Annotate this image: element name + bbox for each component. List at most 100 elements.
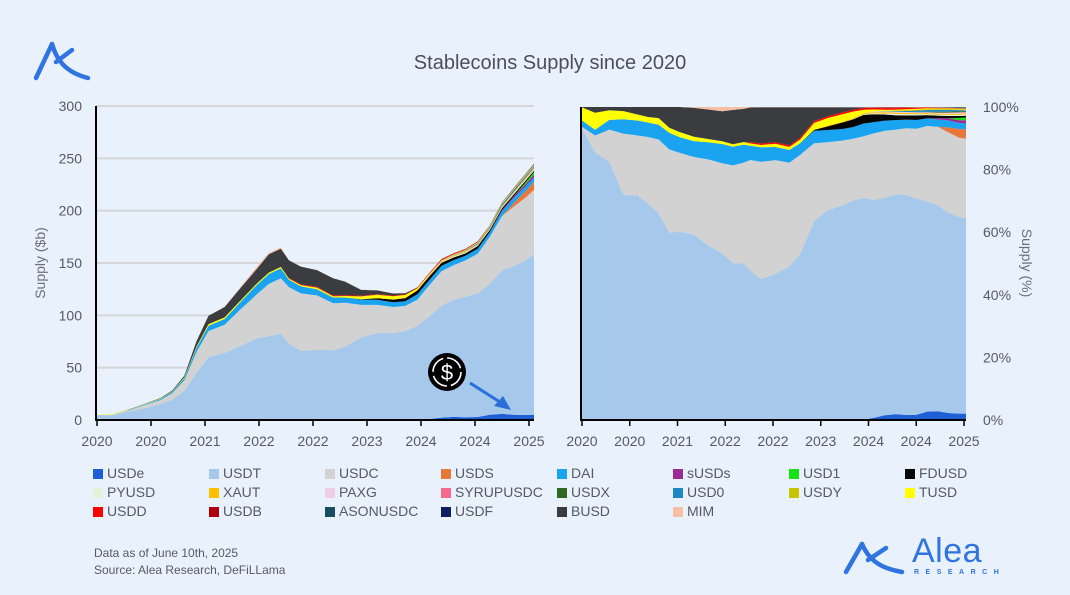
x-tick-label: 2022: [710, 433, 741, 449]
legend-label: FDUSD: [919, 465, 968, 481]
legend-item-mim: MIM: [673, 502, 714, 520]
legend-label: USD0: [687, 484, 725, 500]
legend-swatch: [905, 469, 915, 479]
x-tick-label: 2020: [566, 433, 597, 449]
legend-label: USDX: [571, 484, 610, 500]
left-chart-supply-usd: 0 50 100 150 200 250 300 2020 2020 2021 2022 2022 20…: [32, 98, 545, 449]
y-tick-label: 100: [59, 307, 83, 323]
legend-label: USDF: [455, 503, 494, 519]
legend-swatch: [789, 488, 799, 498]
brand-subtitle: RESEARCH: [914, 569, 1006, 576]
y-tick-label: 300: [59, 98, 83, 114]
y-tick-label: 150: [59, 255, 83, 271]
legend-swatch: [93, 488, 103, 498]
legend-swatch: [673, 469, 683, 479]
y-tick-label: 80%: [983, 162, 1011, 178]
legend-item-usd1: USD1: [789, 464, 840, 482]
legend-label: USDS: [455, 465, 494, 481]
area-fdusd: [581, 114, 966, 150]
area-usdt: [96, 254, 534, 420]
legend-label: PAXG: [339, 484, 377, 500]
legend-swatch: [325, 488, 335, 498]
alea-logo-icon: [33, 41, 91, 81]
legend-item-susds: sUSDs: [673, 464, 731, 482]
x-tick-label: 2020: [81, 433, 112, 449]
right-chart-supply-percent: 0% 20% 40% 60% 80% 100% 2020 2020 2021 2022 2022 20…: [566, 99, 1035, 449]
legend-item-syrupusdc: SYRUPUSDC: [441, 483, 543, 501]
legend-label: SYRUPUSDC: [455, 484, 543, 500]
y-tick-label: 0: [74, 412, 82, 428]
data-date-note: Data as of June 10th, 2025: [94, 546, 239, 560]
legend-swatch: [93, 507, 103, 517]
x-tick-label: 2021: [662, 433, 693, 449]
legend-label: USDT: [223, 465, 262, 481]
x-tick-label: 2023: [351, 433, 382, 449]
legend-item-usds: USDS: [441, 464, 494, 482]
x-tick-label: 2022: [757, 433, 788, 449]
x-tick-label: 2023: [805, 433, 836, 449]
legend-label: USDC: [339, 465, 379, 481]
area-busd: [581, 107, 966, 146]
annotation-arrow: [469, 381, 511, 410]
brand-name: Alea: [912, 532, 983, 570]
legend-label: sUSDs: [687, 465, 731, 481]
legend-swatch: [441, 469, 451, 479]
y-axis-label: Supply ($b): [32, 227, 48, 299]
legend-item-usde: USDe: [93, 464, 144, 482]
legend-label: USDY: [803, 484, 842, 500]
legend-label: MIM: [687, 503, 715, 519]
x-tick-label: 2024: [901, 433, 932, 449]
x-tick-label: 2024: [459, 433, 490, 449]
legend-label: ASONUSDC: [339, 503, 419, 519]
legend-label: DAI: [571, 465, 595, 481]
area-dai: [581, 118, 966, 166]
legend-item-usdy: USDY: [789, 483, 842, 501]
legend-item-asonusdc: ASONUSDC: [325, 502, 418, 520]
legend-item-paxg: PAXG: [325, 483, 377, 501]
legend-swatch: [905, 488, 915, 498]
legend-item-usd0: USD0: [673, 483, 724, 501]
legend-item-pyusd: PYUSD: [93, 483, 155, 501]
y-tick-label: 20%: [983, 349, 1011, 365]
legend-label: USDe: [107, 465, 145, 481]
legend-item-usdx: USDX: [557, 483, 610, 501]
x-tick-label: 2025: [513, 433, 544, 449]
legend-swatch: [557, 488, 567, 498]
legend-label: USD1: [803, 465, 841, 481]
x-tick-label: 2020: [614, 433, 645, 449]
svg-text:$: $: [441, 360, 453, 385]
legend-label: XAUT: [223, 484, 261, 500]
legend-label: BUSD: [571, 503, 610, 519]
legend-item-xaut: XAUT: [209, 483, 260, 501]
legend-swatch: [325, 469, 335, 479]
y-tick-label: 50: [66, 360, 82, 376]
footer: Data as of June 10th, 2025 Source: Alea …: [94, 545, 285, 579]
legend-label: USDD: [107, 503, 147, 519]
area-tusd: [581, 107, 966, 150]
area-usdc: [581, 126, 966, 280]
legend-item-usdc: USDC: [325, 464, 379, 482]
legend-label: USDB: [223, 503, 262, 519]
y-tick-label: 100%: [983, 99, 1019, 115]
legend-item-tusd: TUSD: [905, 483, 957, 501]
data-source: Source: Alea Research, DeFiLLama: [94, 563, 286, 577]
y-tick-label: 40%: [983, 287, 1011, 303]
area-usdc: [96, 189, 534, 416]
legend-item-usdt: USDT: [209, 464, 261, 482]
y-tick-label: 0%: [983, 412, 1003, 428]
legend-swatch: [209, 507, 219, 517]
y-tick-label: 200: [59, 203, 83, 219]
legend-swatch: [557, 469, 567, 479]
legend-item-usdd: USDD: [93, 502, 147, 520]
legend-item-dai: DAI: [557, 464, 594, 482]
legend-label: TUSD: [919, 484, 958, 500]
x-tick-label: 2024: [853, 433, 884, 449]
legend-swatch: [325, 507, 335, 517]
legend-label: PYUSD: [107, 484, 156, 500]
y-tick-label: 250: [59, 150, 83, 166]
x-tick-label: 2022: [297, 433, 328, 449]
x-tick-label: 2020: [135, 433, 166, 449]
legend-swatch: [673, 488, 683, 498]
y-tick-label: 60%: [983, 224, 1011, 240]
